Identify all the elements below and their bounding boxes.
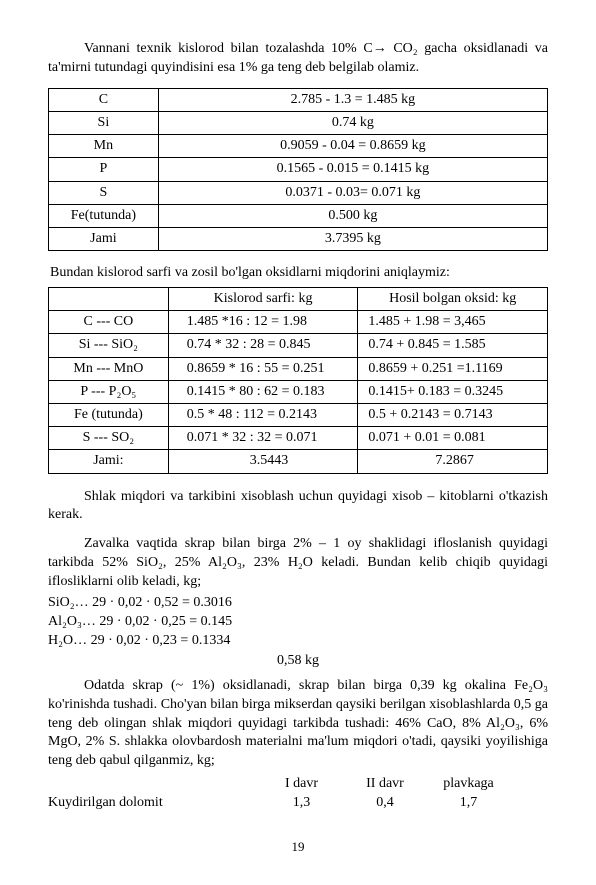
davr-value: 1,3 [262, 794, 342, 813]
header-cell [49, 288, 169, 311]
oxygen-cell: 0.74 * 32 : 28 = 0.845 [168, 334, 358, 357]
table-row: Si --- SiO₂0.74 * 32 : 28 = 0.8450.74 + … [49, 334, 548, 357]
calc-line: SiO₂… 29 · 0,02 · 0,52 = 0.3016 [48, 594, 548, 613]
element-cell: C [49, 88, 159, 111]
value-cell: 0.500 kg [158, 204, 547, 227]
calc-line: H₂O… 29 · 0,02 · 0,23 = 0.1334 [48, 632, 548, 651]
oxide-cell: 1.485 + 1.98 = 3,465 [358, 311, 548, 334]
odatda-paragraph: Odatda skrap (~ 1%) oksidlanadi, skrap b… [48, 677, 548, 771]
davr-table: I davr II davr plavkaga Kuydirilgan dolo… [48, 775, 548, 813]
davr-row-label: Kuydirilgan dolomit [48, 794, 258, 813]
reaction-cell: Si --- SiO₂ [49, 334, 169, 357]
intro-paragraph: Vannani texnik kislorod bilan tozalashda… [48, 40, 548, 78]
reaction-cell: C --- CO [49, 311, 169, 334]
element-cell: Mn [49, 135, 159, 158]
oxygen-cell: 0.5 * 48 : 112 = 0.2143 [168, 404, 358, 427]
table-row: Jami3.7395 kg [49, 227, 548, 250]
oxide-cell: 0.74 + 0.845 = 1.585 [358, 334, 548, 357]
table-row: Mn0.9059 - 0.04 = 0.8659 kg [49, 135, 548, 158]
reaction-cell: Jami: [49, 450, 169, 473]
calc-block: SiO₂… 29 · 0,02 · 0,52 = 0.3016 Al₂O₃… 2… [48, 594, 548, 651]
davr-value: 1,7 [429, 794, 509, 813]
table-row: P0.1565 - 0.015 = 0.1415 kg [49, 158, 548, 181]
oxide-cell: 0.5 + 0.2143 = 0.7143 [358, 404, 548, 427]
davr-value: 0,4 [345, 794, 425, 813]
value-cell: 0.9059 - 0.04 = 0.8659 kg [158, 135, 547, 158]
oxygen-cell: 0.8659 * 16 : 55 = 0.251 [168, 357, 358, 380]
value-cell: 0.1565 - 0.015 = 0.1415 kg [158, 158, 547, 181]
table-row: Mn --- MnO0.8659 * 16 : 55 = 0.2510.8659… [49, 357, 548, 380]
value-cell: 0.74 kg [158, 111, 547, 134]
table-row: Si0.74 kg [49, 111, 548, 134]
oxidation-mass-table: C2.785 - 1.3 = 1.485 kg Si0.74 kg Mn0.90… [48, 88, 548, 251]
oxygen-cell: 1.485 *16 : 12 = 1.98 [168, 311, 358, 334]
table-row: P --- P₂O₅0.1415 * 80 : 62 = 0.1830.1415… [49, 380, 548, 403]
calc-sum: 0,58 kg [48, 653, 548, 669]
element-cell: Jami [49, 227, 159, 250]
element-cell: Si [49, 111, 159, 134]
oxide-cell: 7.2867 [358, 450, 548, 473]
table-row: C --- CO1.485 *16 : 12 = 1.981.485 + 1.9… [49, 311, 548, 334]
oxide-cell: 0.071 + 0.01 = 0.081 [358, 427, 548, 450]
table-total-row: Jami:3.54437.2867 [49, 450, 548, 473]
table-row: Fe(tutunda)0.500 kg [49, 204, 548, 227]
reaction-cell: S --- SO₂ [49, 427, 169, 450]
page-number: 19 [48, 839, 548, 855]
reaction-cell: Fe (tutunda) [49, 404, 169, 427]
table-row: S --- SO₂0.071 * 32 : 32 = 0.0710.071 + … [49, 427, 548, 450]
element-cell: S [49, 181, 159, 204]
header-cell: Kislorod sarfi: kg [168, 288, 358, 311]
zavalka-paragraph: Zavalka vaqtida skrap bilan birga 2% – 1… [48, 535, 548, 592]
oxide-cell: 0.8659 + 0.251 =1.1169 [358, 357, 548, 380]
oxygen-cell: 0.1415 * 80 : 62 = 0.183 [168, 380, 358, 403]
value-cell: 0.0371 - 0.03= 0.071 kg [158, 181, 547, 204]
page: Vannani texnik kislorod bilan tozalashda… [0, 0, 596, 885]
value-cell: 2.785 - 1.3 = 1.485 kg [158, 88, 547, 111]
oxygen-table-caption: Bundan kislorod sarfi va zosil bo'lgan o… [50, 265, 548, 281]
shlak-paragraph: Shlak miqdori va tarkibini xisoblash uch… [48, 488, 548, 526]
oxide-cell: 0.1415+ 0.183 = 0.3245 [358, 380, 548, 403]
header-cell: Hosil bolgan oksid: kg [358, 288, 548, 311]
reaction-cell: Mn --- MnO [49, 357, 169, 380]
reaction-cell: P --- P₂O₅ [49, 380, 169, 403]
davr-header: II davr [345, 775, 425, 794]
element-cell: Fe(tutunda) [49, 204, 159, 227]
davr-header: plavkaga [429, 775, 509, 794]
calc-line: Al₂O₃… 29 · 0,02 · 0,25 = 0.145 [48, 613, 548, 632]
oxygen-consumption-table: Kislorod sarfi: kg Hosil bolgan oksid: k… [48, 287, 548, 474]
table-header-row: Kislorod sarfi: kg Hosil bolgan oksid: k… [49, 288, 548, 311]
table-row: C2.785 - 1.3 = 1.485 kg [49, 88, 548, 111]
table-row: S0.0371 - 0.03= 0.071 kg [49, 181, 548, 204]
element-cell: P [49, 158, 159, 181]
oxygen-cell: 0.071 * 32 : 32 = 0.071 [168, 427, 358, 450]
table-row: Fe (tutunda)0.5 * 48 : 112 = 0.21430.5 +… [49, 404, 548, 427]
davr-header: I davr [262, 775, 342, 794]
oxygen-cell: 3.5443 [168, 450, 358, 473]
value-cell: 3.7395 kg [158, 227, 547, 250]
